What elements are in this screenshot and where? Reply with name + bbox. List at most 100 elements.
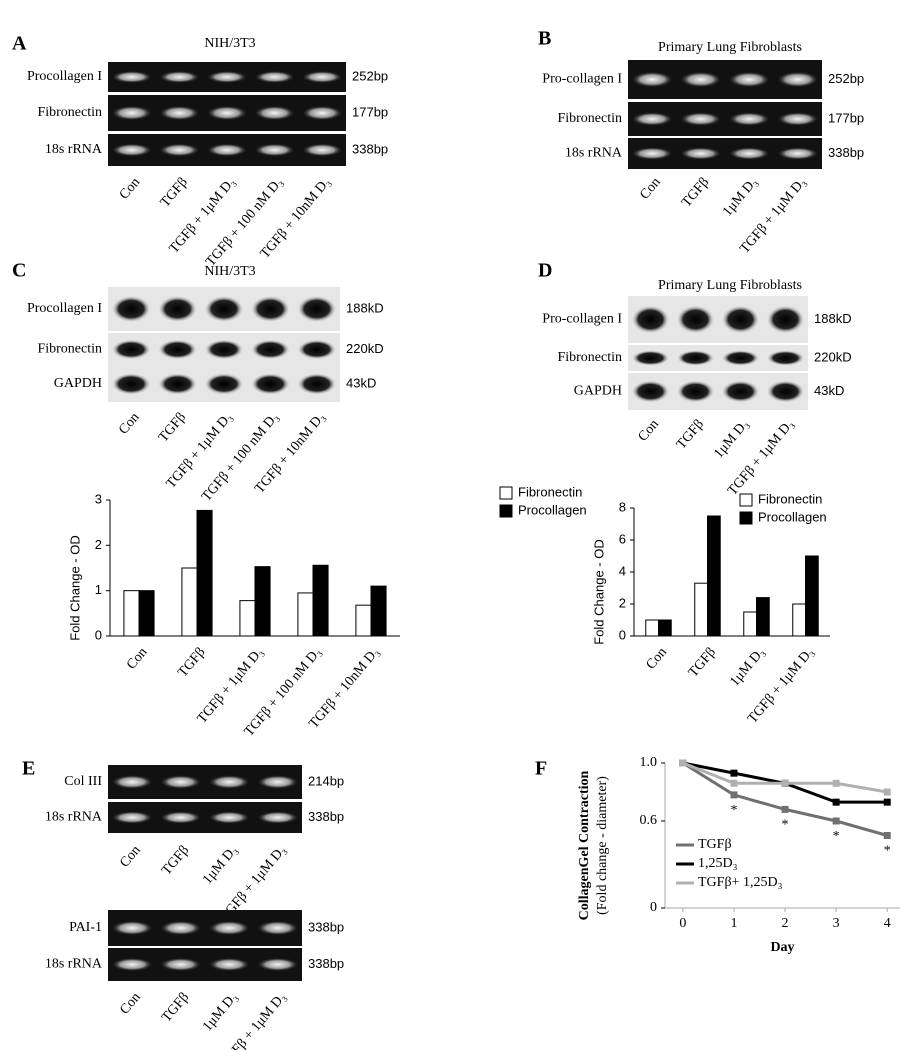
legend-label: TGFβ [698, 837, 732, 852]
gel-band [159, 143, 200, 157]
y-tick-label: 3 [95, 491, 102, 506]
lane-label: TGFβ [156, 410, 189, 445]
y-tick-label: 4 [619, 563, 626, 578]
gel-band [676, 380, 715, 403]
gel-band [766, 305, 805, 334]
legend-label: 1,25D₃ [698, 856, 738, 871]
row-label: PAI-1 [69, 920, 102, 935]
gel-band [158, 373, 198, 395]
lane-label: 1μM D₃ [200, 990, 241, 1035]
gel-band [250, 295, 290, 323]
gel-band [728, 71, 770, 88]
legend-label: Fibronectin [758, 491, 822, 506]
lane-label: Con [116, 410, 142, 438]
legend-label: Procollagen [518, 502, 587, 517]
row-label: GAPDH [574, 384, 622, 399]
gel-band [777, 71, 819, 88]
gel-band [297, 339, 337, 360]
legend-label: Procollagen [758, 509, 827, 524]
gel-band [257, 920, 299, 936]
row-label: Procollagen I [27, 69, 102, 84]
gel-band [777, 112, 819, 126]
gel-band [159, 105, 200, 121]
bar [355, 604, 372, 637]
bar [123, 590, 140, 637]
lane-label: TGFβ [674, 417, 707, 452]
bar [181, 567, 198, 637]
size-label: 188kD [346, 300, 384, 315]
panel-label: C [12, 260, 26, 282]
lane-label: TGFβ [679, 175, 712, 210]
x-tick-label: 3 [833, 916, 840, 931]
lane-label: Con [637, 175, 663, 203]
size-label: 214bp [308, 773, 344, 788]
gel-band [208, 775, 250, 789]
bar [645, 619, 660, 637]
size-label: 338bp [308, 809, 344, 824]
row-label: Fibronectin [37, 342, 102, 357]
lane-label: Con [117, 843, 143, 871]
significance-mark: * [833, 829, 840, 844]
gel-title: NIH/3T3 [204, 264, 255, 279]
bar [756, 597, 770, 637]
gel-band [721, 305, 760, 334]
y-axis-title: Fold Change - OD [67, 535, 82, 641]
point [730, 791, 738, 799]
gel-band [257, 957, 299, 972]
point [730, 779, 738, 787]
bar [196, 509, 213, 637]
point [730, 769, 738, 777]
size-label: 177bp [352, 104, 388, 119]
gel-band [208, 811, 250, 824]
row-label: 18s rRNA [45, 810, 103, 825]
row-label: Fibronectin [557, 350, 622, 365]
significance-mark: * [730, 803, 737, 818]
panel-label: B [538, 28, 551, 50]
x-tick-label: TGFβ [175, 645, 208, 680]
gel-band [302, 143, 343, 157]
point [781, 779, 789, 787]
bar [805, 555, 819, 637]
gel-band [680, 112, 722, 126]
gel-band [158, 295, 198, 323]
gel-band [111, 295, 151, 323]
gel-band [631, 350, 670, 366]
row-label: GAPDH [54, 376, 102, 391]
gel-band [160, 920, 202, 936]
y-axis-title: Fold Change - OD [591, 539, 606, 645]
legend-label: Fibronectin [518, 484, 582, 499]
gel-band [204, 373, 244, 395]
row-label: Fibronectin [37, 105, 102, 120]
row-label: Fibronectin [557, 111, 622, 126]
row-label: Pro-collagen I [542, 312, 622, 327]
significance-mark: * [782, 818, 789, 833]
x-tick-label: 0 [679, 916, 686, 931]
size-label: 338bp [352, 141, 388, 156]
legend-label: TGFβ+ 1,25D₃ [698, 875, 783, 890]
gel-band [254, 143, 295, 157]
y-tick-label: 0 [95, 627, 102, 642]
lane-label: 1μM D₃ [711, 417, 752, 462]
x-tick-label: 2 [782, 916, 789, 931]
gel-band [111, 105, 152, 121]
bar [694, 582, 709, 637]
y-tick-label: 2 [619, 595, 626, 610]
size-label: 177bp [828, 110, 864, 125]
row-label: Pro-collagen I [542, 72, 622, 87]
gel-band [111, 775, 153, 789]
line-series [682, 761, 888, 794]
y-tick-label: 8 [619, 499, 626, 514]
y-tick-label: 0.6 [640, 813, 658, 828]
x-tick-label: Con [124, 645, 150, 673]
gel-band [680, 71, 722, 88]
lane-label: Con [117, 175, 143, 203]
gel-band [676, 350, 715, 366]
gel-band [111, 811, 153, 824]
gel-band [721, 350, 760, 366]
gel-band [204, 339, 244, 360]
row-label: 18s rRNA [45, 957, 103, 972]
size-label: 43kD [346, 375, 376, 390]
bar [743, 611, 758, 637]
gel-band [111, 373, 151, 395]
